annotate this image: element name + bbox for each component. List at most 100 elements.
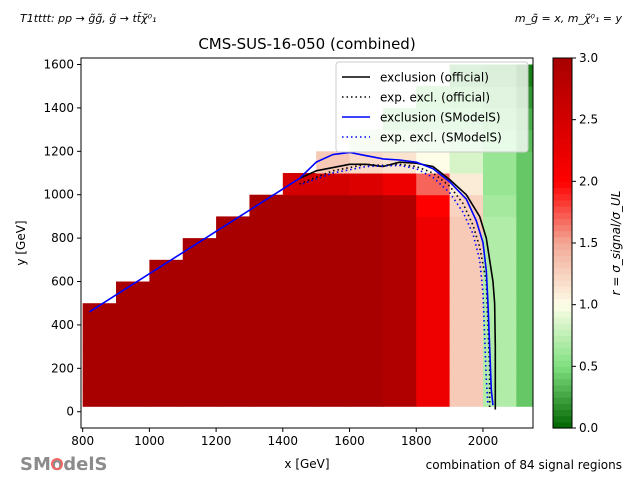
colorbar-segment [553,310,572,318]
colorbar-segment [553,193,572,201]
heatmap-cell [449,324,484,348]
colorbar-segment [553,175,572,182]
heatmap-cell [316,281,351,304]
colorbar-segment [553,187,572,195]
colorbar: 0.0 0.5 1.0 1.5 2.0 2.5 3.0 [552,51,598,435]
heatmap-cell [482,238,517,261]
colorbar-segment [553,354,572,361]
colorbar-segment [553,341,572,349]
colorbar-segment [553,403,572,411]
colorbar-segment [553,82,572,90]
colorbar-segment [553,162,572,170]
heatmap-cell [249,238,284,261]
legend-entry: exp. excl. (official) [380,91,490,105]
heatmap-cell [182,238,217,261]
colorbar-segment [553,76,572,84]
y-tick-label: 1600 [43,58,74,72]
colorbar-segment [553,107,572,115]
heatmap-cell [216,390,250,407]
heatmap-cell [116,303,150,326]
colorbar-segment [553,224,572,232]
colorbar-segment [553,384,572,392]
heatmap-cell [516,194,533,217]
colorbar-segment [553,150,572,158]
heatmap-cell [516,238,533,261]
colorbar-segment [553,286,572,293]
heatmap-cell [382,324,417,348]
heatmap-cell [382,390,417,407]
heatmap-cell [416,368,451,391]
heatmap-cell [249,259,284,283]
y-tick-label: 600 [51,275,74,289]
heatmap-cell [116,324,150,348]
heatmap-cell [216,346,250,369]
heatmap-cell [116,390,150,407]
heatmap-cell [482,346,517,369]
colorbar-segment [553,132,572,139]
heatmap-cell [449,368,484,391]
colorbar-segment [553,421,572,429]
heatmap-cell [82,346,117,369]
legend-box [335,61,529,153]
legend-entry: exclusion (SModelS) [380,111,501,125]
heatmap-cell [416,303,451,326]
heatmap-cell [382,194,417,217]
heatmap-cell [216,368,250,391]
heatmap-cell [449,194,484,217]
heatmap-cell [449,281,484,304]
heatmap-cell [116,346,150,369]
heatmap-cell [416,238,451,261]
colorbar-segment [553,125,572,133]
colorbar-tick-label: 1.5 [579,236,598,250]
heatmap-cell [82,390,117,407]
y-tick-label: 200 [51,361,74,375]
heatmap-cell [482,259,517,283]
heatmap-cell [149,346,184,369]
heatmap-cell [516,173,533,196]
heatmap-cell [282,238,317,261]
heatmap-cell [516,324,533,348]
heatmap-cell [149,303,184,326]
colorbar-segment [553,156,572,164]
heatmap-cell [82,303,117,326]
heatmap-cell [149,390,184,407]
heatmap-cell [416,346,451,369]
heatmap-cell [516,151,533,174]
heatmap-cell [282,346,317,369]
y-axis-label: y [GeV] [14,220,28,265]
heatmap-cell [416,324,451,348]
heatmap-cell [182,368,217,391]
colorbar-segment [553,169,572,176]
chart-title: CMS-SUS-16-050 (combined) [198,35,415,53]
heatmap-cell [382,216,417,239]
colorbar-segment [553,415,572,423]
heatmap-cell [282,390,317,407]
x-tick-label: 2000 [468,434,499,448]
heatmap-cell [349,368,384,391]
heatmap-cell [316,238,351,261]
heatmap-cell [482,303,517,326]
heatmap-cell [249,281,284,304]
contour-line [88,151,494,406]
heatmap-cell [182,281,217,304]
heatmap-cell [416,390,451,407]
heatmap-cell [416,194,451,217]
heatmap-cell [516,390,533,407]
colorbar-segment [553,206,572,213]
heatmap-cell [349,346,384,369]
heatmap-cell [449,259,484,283]
heatmap-cell [149,281,184,304]
heatmap-cell [249,346,284,369]
colorbar-segment [553,255,572,263]
y-tick-label: 400 [51,318,74,332]
heatmap-cell [316,368,351,391]
colorbar-tick-label: 2.0 [579,174,598,188]
heatmap-cell [316,216,351,239]
heatmap-cell [516,281,533,304]
colorbar-tick-label: 3.0 [579,51,598,65]
heatmap-cell [249,324,284,348]
smodels-logo: SModelS [20,454,107,475]
colorbar-segment [553,347,572,355]
heatmap-cell [349,303,384,326]
y-tick-label: 0 [66,405,74,419]
